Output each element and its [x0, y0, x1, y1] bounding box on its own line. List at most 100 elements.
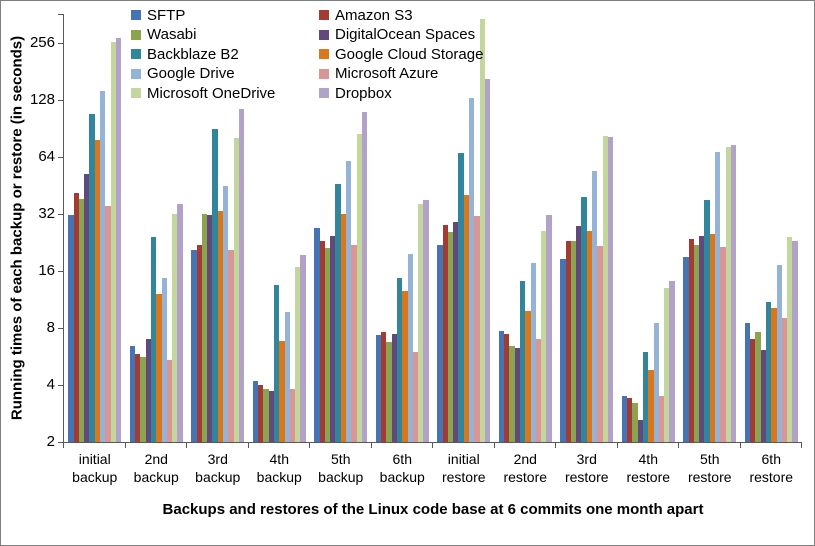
bar-dropbox-6th-restore [792, 240, 798, 442]
category-label-line: backup [133, 469, 179, 485]
legend-label: Backblaze B2 [147, 45, 239, 63]
bar-sftp-4th-restore [621, 395, 628, 442]
x-tick-mark [678, 443, 679, 448]
bar-digitalocean-spaces-6th-restore [760, 350, 766, 442]
legend: SFTP Amazon S3 Wasabi DigitalOcean Spaces Ba… [1, 1, 814, 111]
bar-google-cloud-storage-5th-backup [340, 213, 346, 442]
x-tick-mark [739, 443, 741, 448]
bar-google-drive-5th-restore [715, 151, 721, 442]
legend-item-google-cloud-storage: Google Cloud Storage [319, 46, 483, 63]
legend-label: SFTP [147, 6, 186, 24]
category-label-line: restore [503, 469, 548, 485]
bar-google-cloud-storage-4th-backup [279, 341, 285, 442]
category-label-line: restore [564, 469, 609, 485]
y-tick-mark [58, 384, 63, 386]
y-tick-label: 2 [46, 433, 55, 450]
y-tick-label: 256 [29, 33, 55, 51]
legend-swatch [131, 88, 141, 98]
legend-swatch [319, 49, 329, 59]
bar-dropbox-3rd-restore [607, 137, 614, 442]
bar-backblaze-b2-5th-backup [335, 183, 341, 442]
bar-dropbox-initial-backup [115, 38, 122, 442]
bar-amazon-s3-2nd-backup [135, 354, 141, 442]
bar-dropbox-initial-restore [484, 78, 491, 442]
bar-microsoft-azure-3rd-restore [597, 246, 603, 442]
bar-google-drive-2nd-backup [161, 278, 167, 442]
category-label-line: 6th [761, 451, 781, 467]
bar-microsoft-azure-5th-backup [351, 244, 357, 442]
bar-wasabi-2nd-backup [140, 357, 146, 442]
bar-google-drive-4th-restore [653, 322, 659, 442]
bar-sftp-5th-backup [314, 227, 320, 442]
bar-backblaze-b2-5th-restore [704, 199, 710, 442]
bar-amazon-s3-6th-restore [750, 338, 756, 442]
category-label-line: backup [195, 469, 241, 485]
bar-backblaze-b2-2nd-restore [519, 280, 526, 442]
legend-swatch [131, 68, 141, 79]
y-tick-label: 4 [46, 375, 55, 393]
bar-sftp-4th-backup [252, 380, 259, 442]
category-label: 5th backup [306, 450, 376, 486]
legend-swatch [319, 29, 329, 40]
legend-swatch [131, 10, 141, 20]
bar-backblaze-b2-6th-restore [765, 301, 772, 442]
bar-backblaze-b2-2nd-backup [150, 237, 157, 442]
category-label-line: restore [441, 469, 486, 485]
bar-microsoft-azure-6th-restore [781, 318, 788, 442]
bar-google-drive-3rd-restore [592, 170, 598, 442]
bar-sftp-6th-restore [744, 322, 751, 442]
category-label: initial backup [60, 450, 130, 486]
bar-google-drive-initial-restore [469, 98, 475, 442]
bar-amazon-s3-6th-backup [381, 332, 387, 442]
bar-google-cloud-storage-initial-backup [94, 140, 100, 442]
bar-amazon-s3-3rd-restore [565, 240, 571, 442]
category-label-line: 4th [638, 451, 658, 467]
bar-sftp-6th-backup [375, 335, 382, 442]
legend-item-digitalocean-spaces: DigitalOcean Spaces [319, 26, 475, 43]
x-tick-mark [186, 443, 187, 448]
bar-google-cloud-storage-initial-restore [463, 195, 469, 442]
bar-amazon-s3-5th-backup [319, 240, 325, 442]
bar-wasabi-4th-restore [632, 403, 638, 442]
category-label-line: initial [447, 451, 480, 467]
bar-amazon-s3-2nd-restore [504, 334, 510, 442]
bar-amazon-s3-3rd-backup [196, 244, 202, 442]
y-tick-mark [58, 99, 63, 101]
bar-backblaze-b2-6th-backup [396, 278, 403, 442]
bar-microsoft-azure-3rd-backup [228, 250, 234, 442]
bar-wasabi-3rd-backup [201, 213, 208, 442]
bar-google-drive-initial-backup [100, 91, 106, 442]
bar-google-cloud-storage-2nd-backup [156, 294, 162, 442]
bar-dropbox-6th-backup [423, 199, 429, 442]
legend-item-amazon-s3: Amazon S3 [319, 7, 413, 24]
y-axis-line [63, 14, 64, 443]
legend-item-wasabi: Wasabi [131, 26, 196, 43]
category-label-line: 5th [700, 451, 720, 467]
bar-backblaze-b2-3rd-restore [581, 197, 587, 442]
bar-sftp-2nd-restore [498, 331, 505, 442]
bar-wasabi-3rd-restore [570, 240, 577, 442]
legend-label: Google Drive [147, 65, 235, 82]
category-label-line: restore [749, 469, 794, 485]
bar-google-cloud-storage-3rd-backup [217, 211, 223, 442]
x-tick-mark [555, 443, 556, 448]
bar-amazon-s3-4th-restore [627, 398, 633, 442]
bar-wasabi-initial-backup [78, 198, 85, 442]
y-tick-label: 8 [46, 318, 55, 336]
bar-dropbox-4th-backup [300, 254, 306, 442]
y-tick-label: 64 [38, 147, 55, 165]
bar-digitalocean-spaces-5th-backup [330, 235, 336, 442]
x-tick-mark [432, 443, 433, 448]
legend-swatch [131, 49, 141, 59]
legend-label: Dropbox [335, 84, 392, 102]
bar-sftp-3rd-backup [191, 250, 197, 442]
bar-amazon-s3-initial-backup [73, 193, 79, 442]
bar-microsoft-onedrive-4th-backup [295, 266, 301, 442]
x-axis-line [63, 442, 802, 443]
bar-google-drive-3rd-backup [223, 185, 229, 442]
category-label-line: 3rd [207, 451, 228, 467]
bar-google-drive-6th-backup [407, 253, 413, 442]
category-label-line: 2nd [144, 451, 168, 467]
bar-wasabi-6th-backup [386, 342, 392, 442]
